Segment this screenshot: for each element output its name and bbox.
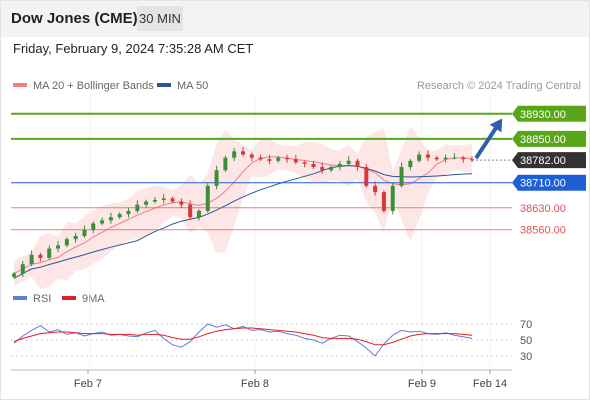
candle-body-5 bbox=[56, 245, 61, 249]
rsi-line bbox=[13, 323, 473, 357]
candle-body-1 bbox=[20, 264, 25, 274]
candle-body-35 bbox=[320, 167, 325, 171]
candle-body-40 bbox=[364, 167, 369, 186]
level-tag-3 bbox=[512, 174, 586, 191]
candle-body-34 bbox=[311, 163, 316, 168]
candle-body-26 bbox=[241, 151, 245, 155]
candle-body-37 bbox=[337, 163, 342, 168]
candle-body-4 bbox=[47, 248, 52, 258]
interval-badge[interactable]: 30 MIN bbox=[137, 6, 183, 31]
candle-body-18 bbox=[170, 198, 175, 202]
level-label-5: 38560.00 bbox=[520, 225, 566, 237]
ma50-line bbox=[13, 165, 473, 279]
candle-body-6 bbox=[64, 239, 69, 246]
projection-arrow-head bbox=[489, 118, 503, 133]
candle-body-21 bbox=[196, 210, 201, 218]
level-label-0: 38930.00 bbox=[520, 109, 566, 121]
x-tick-label-1: Feb 8 bbox=[241, 378, 269, 390]
candle-body-51 bbox=[461, 157, 466, 160]
candle-body-13 bbox=[126, 210, 131, 215]
legend-rsi: RSI bbox=[13, 293, 51, 305]
candle-body-48 bbox=[434, 157, 439, 160]
candle-body-33 bbox=[302, 162, 307, 164]
candle-body-31 bbox=[285, 157, 290, 160]
x-tick-label-2: Feb 9 bbox=[408, 378, 436, 390]
x-tick-label-3: Feb 14 bbox=[473, 378, 507, 390]
rsi-level-label-1: 50 bbox=[520, 335, 532, 347]
candle-body-9 bbox=[91, 223, 96, 230]
candle-body-28 bbox=[258, 157, 263, 160]
rsi-level-label-2: 30 bbox=[520, 351, 532, 363]
timestamp: Friday, February 9, 2024 7:35:28 AM CET bbox=[13, 41, 254, 56]
level-label-2: 38782.00 bbox=[520, 155, 566, 167]
legend-rsi-swatch bbox=[13, 296, 27, 301]
candle-body-15 bbox=[144, 201, 149, 205]
candle-body-25 bbox=[232, 151, 237, 158]
candle-body-29 bbox=[267, 159, 272, 161]
candle-body-30 bbox=[276, 157, 281, 161]
candle-body-8 bbox=[82, 229, 87, 236]
candle-body-14 bbox=[135, 204, 140, 211]
level-tag-0 bbox=[512, 105, 586, 122]
candle-body-11 bbox=[108, 217, 113, 221]
level-label-4: 38630.00 bbox=[520, 203, 566, 215]
candle-body-46 bbox=[417, 154, 422, 161]
ma20-line bbox=[13, 156, 473, 275]
legend-9ma-swatch bbox=[62, 296, 76, 301]
candle-body-17 bbox=[161, 198, 166, 200]
rsi-ma-line bbox=[13, 327, 473, 346]
candle-body-27 bbox=[249, 154, 254, 158]
rsi-level-label-0: 70 bbox=[520, 319, 532, 331]
legend-ma20-swatch bbox=[13, 83, 27, 88]
candle-body-47 bbox=[425, 154, 430, 158]
candle-body-3 bbox=[38, 254, 43, 258]
candle-body-52 bbox=[470, 159, 474, 161]
candle-body-24 bbox=[223, 157, 228, 171]
candle-body-19 bbox=[179, 201, 184, 205]
candle-body-39 bbox=[355, 160, 360, 168]
top-bar bbox=[1, 1, 589, 37]
candle-body-23 bbox=[214, 170, 219, 186]
candle-body-20 bbox=[188, 204, 193, 218]
candle-body-2 bbox=[29, 254, 34, 265]
candle-body-7 bbox=[73, 236, 78, 240]
candle-body-10 bbox=[100, 220, 105, 224]
candle-body-42 bbox=[381, 192, 386, 211]
instrument-title: Dow Jones (CME) bbox=[11, 10, 138, 27]
legend-9ma: 9MA bbox=[62, 293, 105, 305]
candle-body-49 bbox=[443, 157, 448, 160]
legend-ma50: MA 50 bbox=[157, 80, 208, 92]
candle-body-41 bbox=[373, 185, 378, 193]
candle-body-45 bbox=[408, 160, 413, 168]
candle-body-16 bbox=[152, 199, 157, 202]
legend-ma50-swatch bbox=[157, 83, 171, 88]
candle-body-32 bbox=[293, 159, 298, 163]
level-tag-2 bbox=[512, 152, 586, 169]
candle-body-44 bbox=[399, 167, 404, 186]
candle-body-50 bbox=[452, 157, 457, 159]
legend-ma20: MA 20 + Bollinger Bands bbox=[13, 80, 154, 92]
level-tag-1 bbox=[512, 130, 586, 147]
candle-body-22 bbox=[205, 185, 210, 211]
level-label-3: 38710.00 bbox=[520, 178, 566, 190]
credit-text: Research © 2024 Trading Central bbox=[416, 80, 581, 92]
level-label-1: 38850.00 bbox=[520, 134, 566, 146]
candle-body-0 bbox=[12, 273, 16, 277]
candle-body-43 bbox=[390, 185, 395, 211]
candle-body-36 bbox=[329, 167, 334, 171]
candle-body-38 bbox=[346, 160, 351, 164]
x-tick-label-0: Feb 7 bbox=[74, 378, 102, 390]
candle-body-12 bbox=[117, 214, 122, 218]
